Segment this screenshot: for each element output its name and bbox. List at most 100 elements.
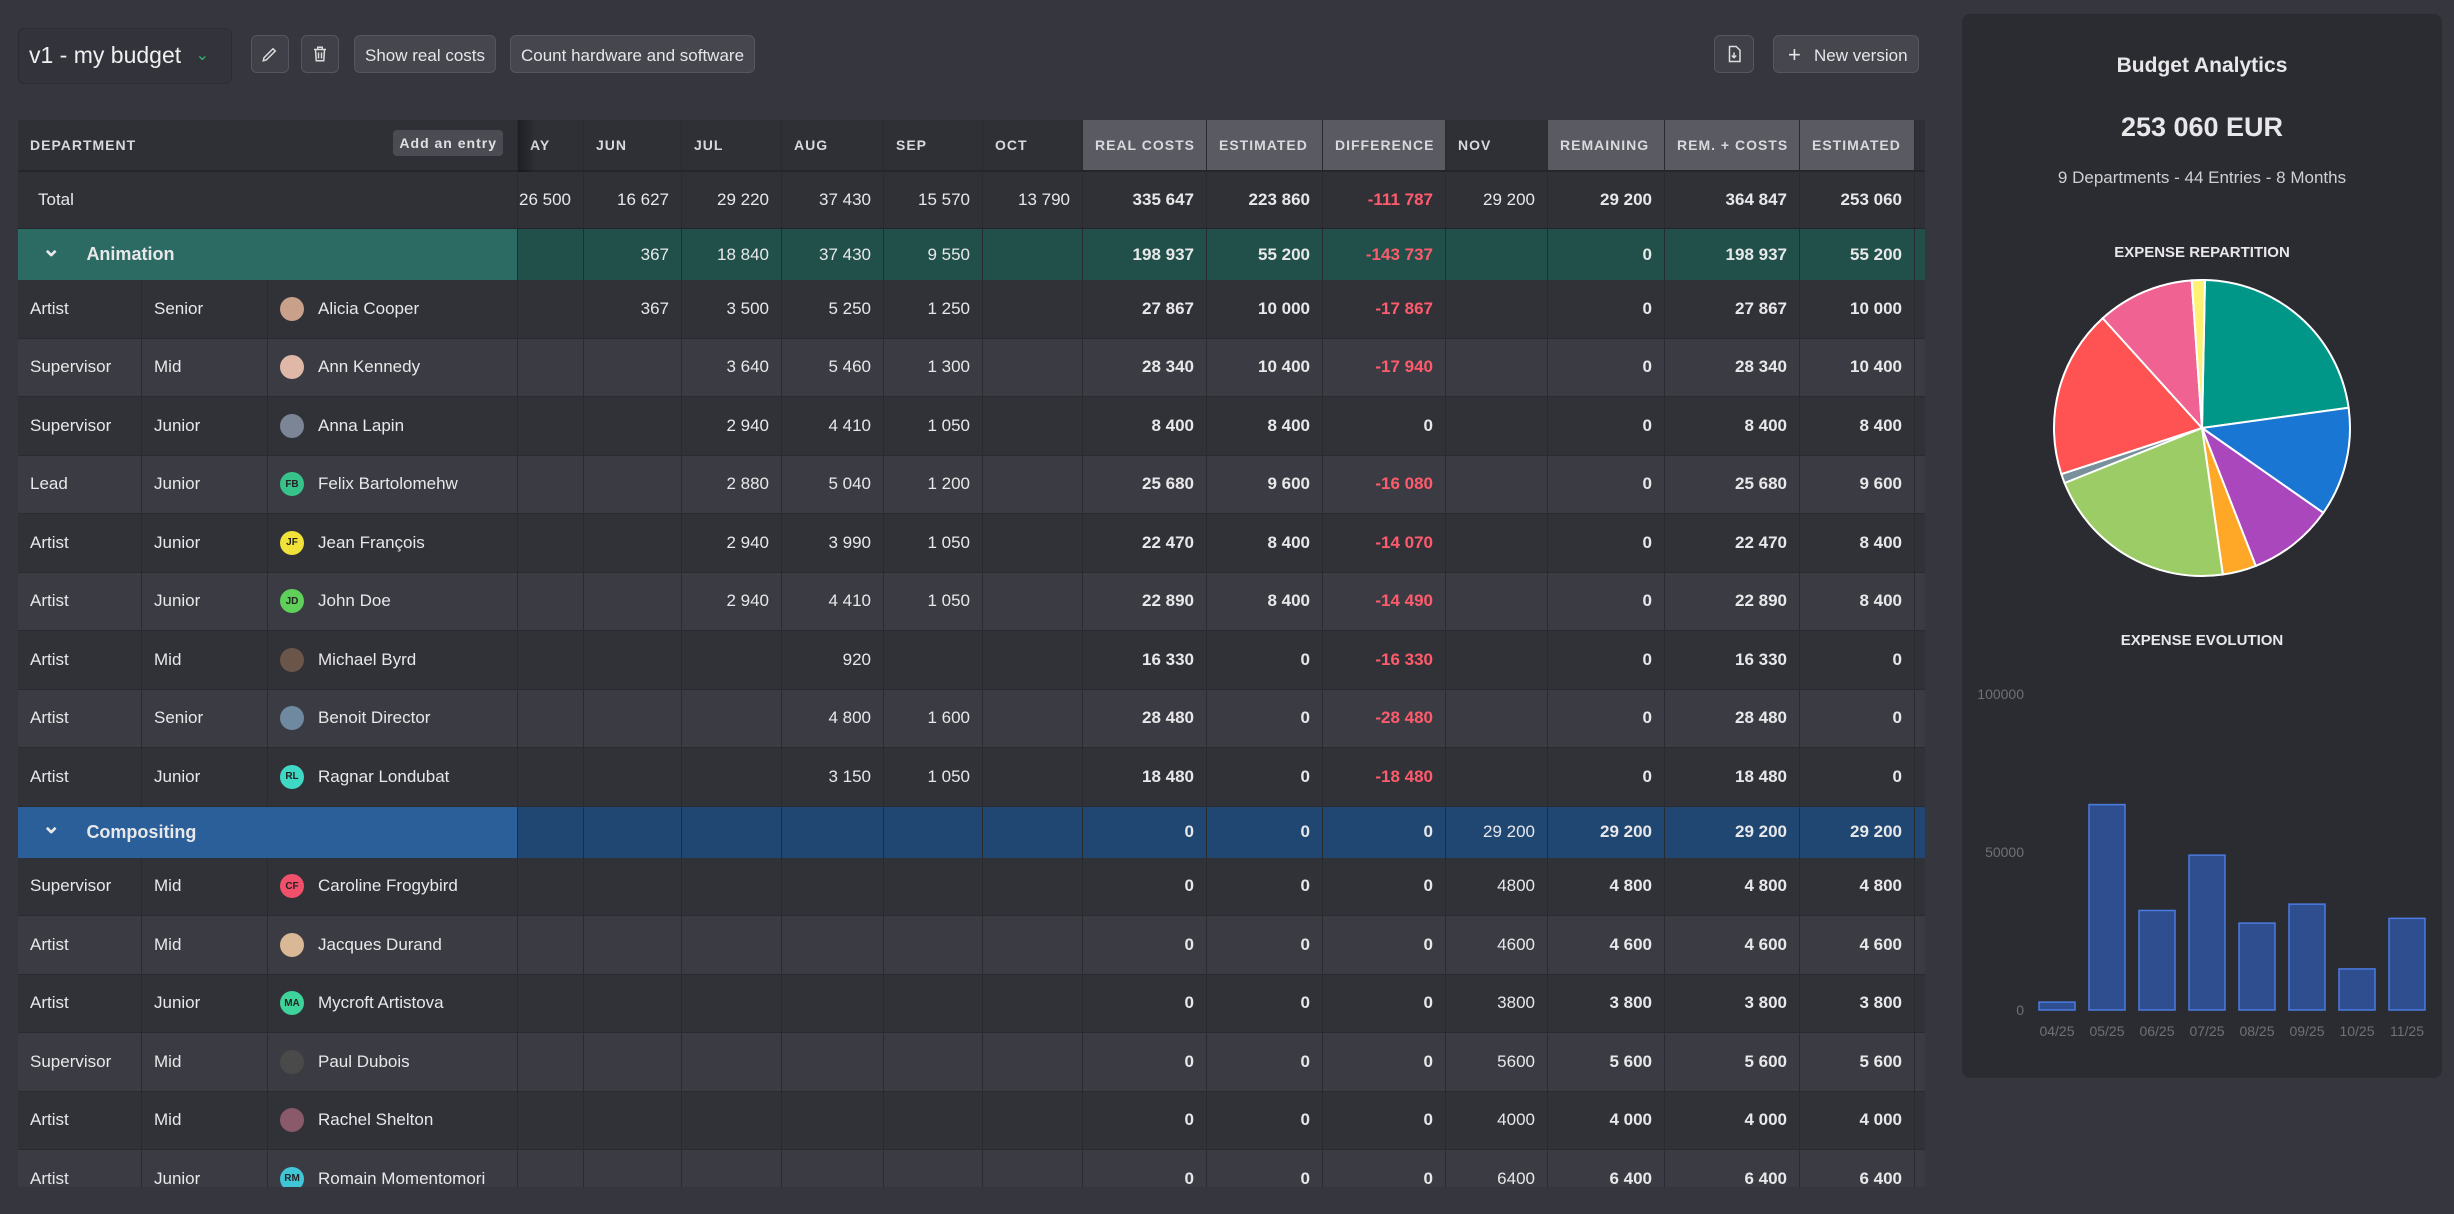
value-cell[interactable]: 4000	[1446, 1091, 1548, 1149]
role-cell[interactable]: Artist	[18, 748, 142, 806]
role-cell[interactable]: Artist	[18, 916, 142, 974]
level-cell[interactable]: Mid	[142, 338, 268, 396]
table-row[interactable]: Artist Junior MA Mycroft Artistova 0 0 0 3800 3 …	[18, 974, 1925, 1033]
department-group-row[interactable]: ⌄ Animation 367 18 840 37 430 9 550 198 937 55 …	[18, 229, 1925, 280]
table-row[interactable]: Artist Senior Benoit Director 4 800 1 600 28 …	[18, 689, 1925, 748]
person-cell[interactable]: Rachel Shelton	[268, 1091, 518, 1149]
show-real-costs-button[interactable]: Show real costs	[354, 35, 496, 73]
department-group-row[interactable]: ⌄ Compositing 0 0 0 29 200 29 200 29 200 29 200	[18, 806, 1925, 858]
role-cell[interactable]: Supervisor	[18, 857, 142, 915]
delete-version-button[interactable]	[301, 35, 339, 73]
value-cell[interactable]: 0	[1207, 689, 1323, 747]
pie-slice[interactable]	[2190, 279, 2206, 429]
role-cell[interactable]: Supervisor	[18, 1033, 142, 1091]
pie-slice[interactable]	[2199, 406, 2351, 515]
value-cell[interactable]: 8 400	[1207, 572, 1323, 630]
level-cell[interactable]: Senior	[142, 280, 268, 338]
value-cell[interactable]: 0	[1207, 748, 1323, 806]
role-cell[interactable]: Artist	[18, 280, 142, 338]
level-cell[interactable]: Junior	[142, 397, 268, 455]
value-cell[interactable]: 0	[1207, 631, 1323, 689]
pie-slice[interactable]	[2200, 279, 2350, 430]
value-cell[interactable]	[1446, 572, 1548, 630]
role-cell[interactable]: Artist	[18, 689, 142, 747]
value-cell[interactable]: 5600	[1446, 1033, 1548, 1091]
person-cell[interactable]: JD John Doe	[268, 572, 518, 630]
table-row[interactable]: Lead Junior FB Felix Bartolomehw 2 880 5 040 1…	[18, 455, 1925, 514]
role-cell[interactable]: Artist	[18, 974, 142, 1032]
version-select[interactable]: v1 - my budget ⌄	[18, 28, 232, 84]
level-cell[interactable]: Junior	[142, 514, 268, 572]
level-cell[interactable]: Junior	[142, 572, 268, 630]
table-row[interactable]: Supervisor Mid Paul Dubois 0 0 0 5600 5 600 5 60…	[18, 1033, 1925, 1092]
level-cell[interactable]: Mid	[142, 916, 268, 974]
person-cell[interactable]: Anna Lapin	[268, 397, 518, 455]
value-cell[interactable]: 8 400	[1207, 397, 1323, 455]
chevron-down-icon[interactable]: ⌄	[42, 813, 61, 838]
table-row[interactable]: Artist Senior Alicia Cooper 367 3 500 5 250 1 …	[18, 280, 1925, 339]
person-cell[interactable]: RM Romain Momentomori	[268, 1150, 518, 1187]
table-row[interactable]: Supervisor Mid CF Caroline Frogybird 0 0 0 4800…	[18, 857, 1925, 916]
bar[interactable]	[2188, 854, 2226, 1011]
role-cell[interactable]: Supervisor	[18, 338, 142, 396]
chevron-down-icon[interactable]: ⌄	[42, 235, 61, 261]
value-cell[interactable]: 10 400	[1207, 338, 1323, 396]
department-group-label[interactable]: ⌄ Animation	[18, 229, 518, 280]
role-cell[interactable]: Artist	[18, 1091, 142, 1149]
person-cell[interactable]: JF Jean François	[268, 514, 518, 572]
role-cell[interactable]: Supervisor	[18, 397, 142, 455]
level-cell[interactable]: Senior	[142, 689, 268, 747]
value-cell[interactable]: 4600	[1446, 916, 1548, 974]
bar[interactable]	[2388, 917, 2426, 1011]
bar[interactable]	[2088, 803, 2126, 1011]
role-cell[interactable]: Artist	[18, 631, 142, 689]
role-cell[interactable]: Artist	[18, 514, 142, 572]
table-row[interactable]: Artist Mid Michael Byrd 920 16 330 0 -16 330 0 1…	[18, 631, 1925, 690]
table-row[interactable]: Artist Mid Jacques Durand 0 0 0 4600 4 600 4 600…	[18, 916, 1925, 975]
pie-slice[interactable]	[2199, 425, 2325, 568]
level-cell[interactable]: Junior	[142, 974, 268, 1032]
person-cell[interactable]: Benoit Director	[268, 689, 518, 747]
level-cell[interactable]: Mid	[142, 1091, 268, 1149]
value-cell[interactable]: 0	[1207, 1150, 1323, 1187]
level-cell[interactable]: Mid	[142, 857, 268, 915]
value-cell[interactable]	[1446, 748, 1548, 806]
person-cell[interactable]: Paul Dubois	[268, 1033, 518, 1091]
table-row[interactable]: Supervisor Junior Anna Lapin 2 940 4 410 1 05…	[18, 397, 1925, 456]
value-cell[interactable]: 0	[1207, 974, 1323, 1032]
bar[interactable]	[2138, 909, 2176, 1011]
level-cell[interactable]: Mid	[142, 631, 268, 689]
pie-slice[interactable]	[2063, 426, 2224, 577]
pie-slice[interactable]	[2053, 316, 2204, 476]
person-cell[interactable]: CF Caroline Frogybird	[268, 857, 518, 915]
value-cell[interactable]: 0	[1207, 916, 1323, 974]
new-version-button[interactable]: + New version	[1773, 35, 1919, 73]
pie-slice[interactable]	[2101, 279, 2204, 431]
value-cell[interactable]: 8 400	[1207, 514, 1323, 572]
level-cell[interactable]: Junior	[142, 748, 268, 806]
level-cell[interactable]: Mid	[142, 1033, 268, 1091]
table-row[interactable]: Artist Junior JF Jean François 2 940 3 990 1 0…	[18, 514, 1925, 573]
person-cell[interactable]: Jacques Durand	[268, 916, 518, 974]
value-cell[interactable]: 6400	[1446, 1150, 1548, 1187]
table-row[interactable]: Artist Mid Rachel Shelton 0 0 0 4000 4 000 4 000…	[18, 1091, 1925, 1150]
person-cell[interactable]: FB Felix Bartolomehw	[268, 455, 518, 513]
value-cell[interactable]	[1446, 689, 1548, 747]
value-cell[interactable]	[1446, 455, 1548, 513]
value-cell[interactable]	[1446, 280, 1548, 338]
table-row[interactable]: Artist Junior JD John Doe 2 940 4 410 1 050 22 …	[18, 572, 1925, 631]
level-cell[interactable]: Junior	[142, 455, 268, 513]
person-cell[interactable]: MA Mycroft Artistova	[268, 974, 518, 1032]
value-cell[interactable]: 3800	[1446, 974, 1548, 1032]
value-cell[interactable]	[1446, 514, 1548, 572]
person-cell[interactable]: RL Ragnar Londubat	[268, 748, 518, 806]
role-cell[interactable]: Artist	[18, 1150, 142, 1187]
value-cell[interactable]: 0	[1207, 1091, 1323, 1149]
bar[interactable]	[2038, 1001, 2076, 1011]
value-cell[interactable]	[1446, 338, 1548, 396]
value-cell[interactable]: 10 000	[1207, 280, 1323, 338]
value-cell[interactable]	[1446, 631, 1548, 689]
add-entry-button[interactable]: Add an entry	[393, 130, 503, 156]
bar[interactable]	[2288, 903, 2326, 1011]
count-hardware-button[interactable]: Count hardware and software	[510, 35, 756, 73]
